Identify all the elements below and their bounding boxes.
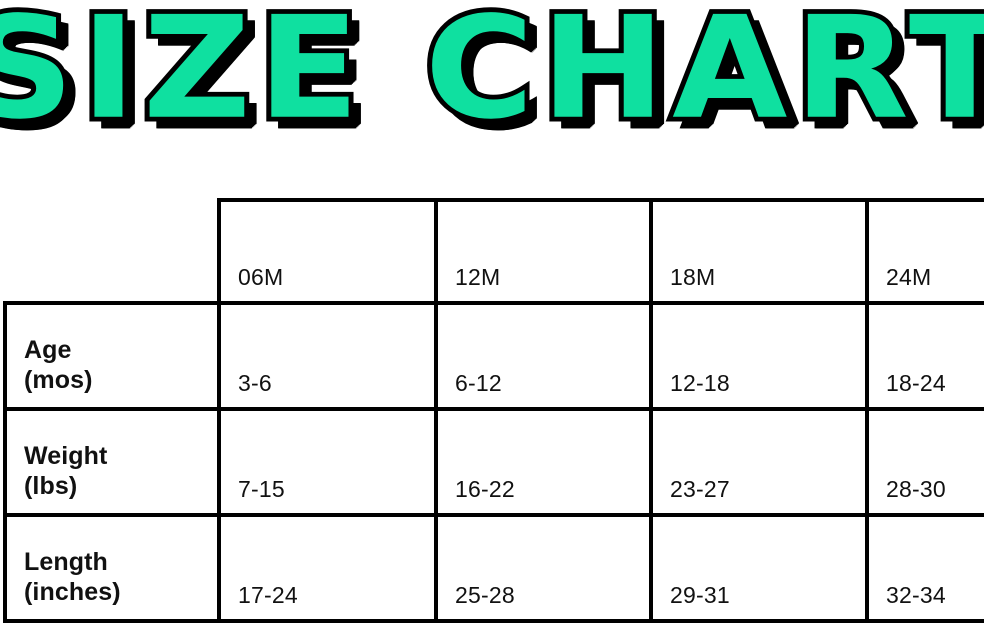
cell-length-24m: 32-34: [865, 513, 984, 623]
row-label-age-measure: Age: [24, 336, 72, 364]
column-header-24m: 24M: [865, 198, 984, 305]
table-header-row: 06M 12M 18M 24M: [5, 198, 984, 305]
row-label-age: Age (mos): [3, 301, 221, 411]
cell-length-06m: 17-24: [217, 513, 438, 623]
cell-age-12m: 6-12: [434, 301, 653, 411]
cell-weight-06m: 7-15: [217, 407, 438, 517]
row-label-weight-unit: (lbs): [24, 471, 78, 500]
cell-weight-24m: 28-30: [865, 407, 984, 517]
table-corner-cell: [5, 200, 219, 303]
cell-age-18m: 12-18: [649, 301, 869, 411]
table-row-length: Length (inches) 17-24 25-28 29-31 32-34: [3, 513, 984, 623]
column-header-18m: 18M: [649, 198, 869, 305]
row-label-age-unit: (mos): [24, 365, 93, 394]
column-header-12m: 12M: [434, 198, 653, 305]
table-row-weight: Weight (lbs) 7-15 16-22 23-27 28-30: [3, 407, 984, 517]
row-label-length-unit: (inches): [24, 577, 121, 606]
row-label-weight: Weight (lbs): [3, 407, 221, 517]
cell-length-12m: 25-28: [434, 513, 653, 623]
page-title: SIZE CHART: [0, 0, 984, 153]
row-label-weight-measure: Weight: [24, 442, 108, 470]
cell-weight-12m: 16-22: [434, 407, 653, 517]
column-header-06m: 06M: [217, 198, 438, 305]
row-label-length-measure: Length: [24, 548, 108, 576]
cell-length-18m: 29-31: [649, 513, 869, 623]
cell-age-24m: 18-24: [865, 301, 984, 411]
table-row-age: Age (mos) 3-6 6-12 12-18 18-24: [3, 301, 984, 411]
size-chart-table: 06M 12M 18M 24M Age (mos) 3-6 6-12 12-18…: [3, 198, 984, 623]
row-label-length: Length (inches): [3, 513, 221, 623]
title-block: SIZE CHART: [0, 0, 984, 153]
cell-weight-18m: 23-27: [649, 407, 869, 517]
cell-age-06m: 3-6: [217, 301, 438, 411]
